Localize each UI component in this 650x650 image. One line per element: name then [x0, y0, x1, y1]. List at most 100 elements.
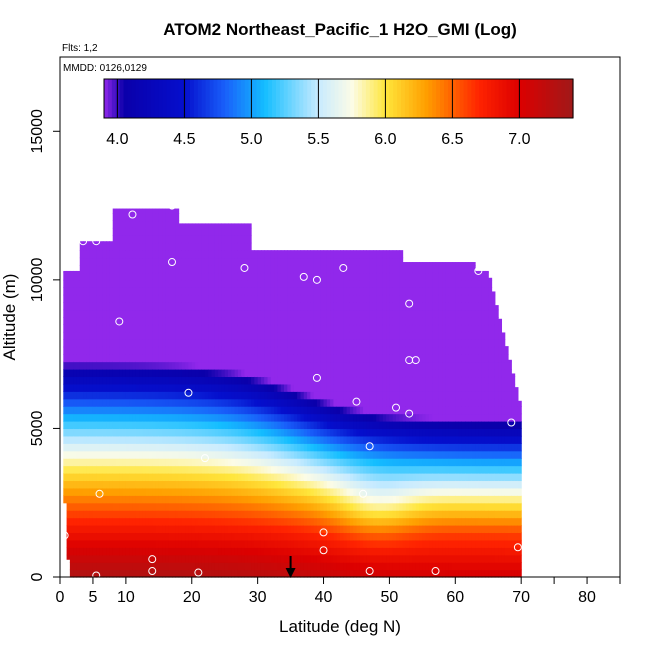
heatmap-cell: [409, 487, 414, 496]
heatmap-cell: [148, 532, 153, 541]
heatmap-cell: [172, 339, 176, 348]
heatmap-cell: [399, 532, 404, 541]
heatmap-cell: [116, 413, 120, 422]
heatmap-cell: [79, 413, 84, 422]
heatmap-cell: [363, 502, 367, 511]
heatmap-cell: [178, 369, 183, 378]
heatmap-cell: [142, 539, 147, 548]
heatmap-cell: [336, 302, 341, 311]
heatmap-cell: [405, 473, 410, 482]
heatmap-cell: [148, 339, 153, 348]
heatmap-cell: [228, 406, 232, 415]
heatmap-cell: [142, 443, 147, 452]
heatmap-cell: [264, 317, 269, 326]
heatmap-cell: [148, 213, 153, 222]
heatmap-cell: [152, 339, 157, 348]
heatmap-cell: [152, 272, 157, 281]
heatmap-cell: [287, 383, 292, 392]
heatmap-cell: [316, 406, 321, 415]
heatmap-cell: [198, 223, 203, 229]
heatmap-cell: [112, 324, 117, 333]
heatmap-cell: [303, 473, 308, 482]
heatmap-cell: [359, 346, 364, 355]
heatmap-cell: [142, 383, 147, 392]
heatmap-cell: [231, 562, 236, 571]
heatmap-cell: [241, 302, 246, 311]
heatmap-cell: [359, 287, 364, 296]
heatmap-cell: [208, 495, 213, 504]
heatmap-cell: [247, 517, 252, 526]
heatmap-cell: [300, 539, 305, 548]
heatmap-cell: [116, 294, 120, 303]
heatmap-cell: [132, 458, 137, 467]
heatmap-cell: [228, 309, 232, 318]
heatmap-cell: [132, 480, 137, 489]
heatmap-cell: [231, 406, 236, 415]
heatmap-cell: [152, 242, 157, 251]
heatmap-cell: [79, 279, 84, 288]
heatmap-cell: [320, 569, 325, 578]
heatmap-cell: [310, 569, 315, 578]
heatmap-cell: [214, 502, 219, 511]
heatmap-cell: [307, 250, 311, 259]
heatmap-cell: [343, 495, 348, 504]
heatmap-cell: [382, 547, 387, 556]
heatmap-cell: [69, 398, 74, 407]
heatmap-cell: [396, 421, 400, 430]
heatmap-cell: [122, 324, 127, 333]
heatmap-cell: [280, 547, 285, 556]
heatmap-cell: [116, 562, 120, 571]
heatmap-cell: [204, 361, 209, 370]
heatmap-cell: [300, 354, 305, 363]
heatmap-cell: [221, 391, 226, 400]
heatmap-cell: [178, 569, 183, 578]
heatmap-cell: [389, 473, 394, 482]
heatmap-cell: [172, 346, 176, 355]
heatmap-cell: [323, 487, 328, 496]
heatmap-cell: [359, 525, 364, 534]
heatmap-cell: [284, 525, 288, 534]
heatmap-cell: [185, 539, 190, 548]
heatmap-cell: [125, 458, 130, 467]
heatmap-cell: [162, 272, 167, 281]
heatmap-cell: [257, 294, 262, 303]
heatmap-cell: [382, 421, 387, 430]
heatmap-cell: [83, 250, 87, 259]
heatmap-cell: [178, 242, 183, 251]
heatmap-cell: [89, 265, 94, 274]
heatmap-cell: [323, 346, 328, 355]
heatmap-cell: [198, 517, 203, 526]
heatmap-cell: [158, 398, 163, 407]
heatmap-cell: [135, 391, 140, 400]
heatmap-cell: [116, 287, 120, 296]
heatmap-cell: [92, 331, 97, 340]
heatmap-cell: [168, 361, 173, 370]
heatmap-cell: [287, 465, 292, 474]
heatmap-cell: [405, 279, 410, 288]
heatmap-cell: [218, 435, 223, 444]
heatmap-cell: [122, 450, 127, 459]
heatmap-cell: [287, 525, 292, 534]
heatmap-cell: [145, 324, 150, 333]
heatmap-cell: [372, 517, 377, 526]
heatmap-cell: [409, 331, 414, 340]
heatmap-cell: [218, 242, 223, 251]
heatmap-cell: [320, 302, 325, 311]
heatmap-cell: [277, 317, 282, 326]
heatmap-cell: [139, 539, 143, 548]
heatmap-cell: [313, 480, 318, 489]
heatmap-cell: [307, 361, 311, 370]
heatmap-cell: [330, 250, 335, 259]
heatmap-cell: [165, 235, 170, 244]
heatmap-cell: [333, 428, 338, 437]
heatmap-cell: [165, 398, 170, 407]
heatmap-cell: [313, 569, 318, 578]
heatmap-cell: [96, 569, 101, 578]
heatmap-cell: [405, 302, 410, 311]
heatmap-cell: [204, 406, 209, 415]
heatmap-cell: [310, 376, 315, 385]
heatmap-cell: [89, 480, 94, 489]
heatmap-cell: [214, 383, 219, 392]
heatmap-cell: [340, 250, 344, 259]
heatmap-cell: [369, 309, 374, 318]
